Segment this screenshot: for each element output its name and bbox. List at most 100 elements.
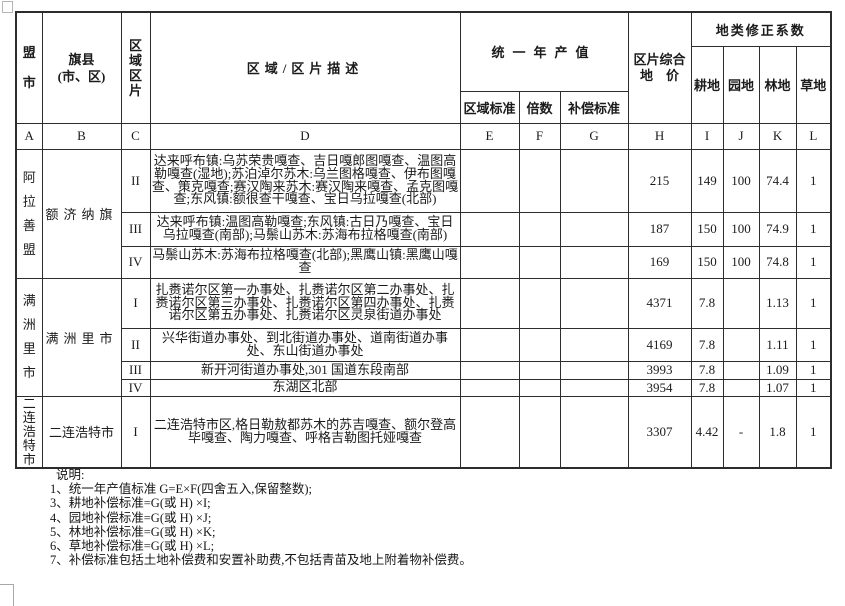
cell-zone-price: 3993: [627, 360, 692, 380]
cell-grassland-coef: 1: [795, 327, 832, 362]
cell-description: 马鬃山苏木:苏海布拉格嘎查(北部);黑鹰山镇:黑鹰山嘎查: [149, 245, 461, 279]
cell-cropland-coef: 150: [690, 245, 724, 279]
land-compensation-table: 盟 市 旗县 (市、区) 区 域 区 片 区域/区片描述 统一年产值 区片综合 …: [15, 11, 833, 469]
cell-regional-standard: [459, 360, 520, 380]
header-regional-standard: 区域标准: [459, 90, 520, 124]
cell-regional-standard: [459, 148, 520, 213]
cell-multiplier: [518, 395, 561, 469]
cell-league-manzhouli: 满 洲 里 市: [15, 277, 43, 397]
col-letter-d: D: [149, 122, 461, 150]
table-row: 满 洲 里 市 满洲里市 I 扎赉诺尔区第一办事处、扎赉诺尔区第二办事处、扎赉诺…: [15, 277, 832, 397]
cell-multiplier: [518, 245, 561, 279]
cell-league-alashan: 阿 拉 善 盟: [15, 148, 43, 279]
cell-description: 达来呼布镇:乌苏荣贵嘎查、吉日嘎郎图嘎查、温图高勒嘎查(湿地);苏泊淖尔苏木:乌…: [149, 148, 461, 213]
col-letter-e: E: [459, 122, 520, 150]
cell-multiplier: [518, 378, 561, 397]
col-letter-i: I: [690, 122, 724, 150]
header-garden-land: 园地: [722, 45, 760, 124]
cell-forest-coef: 74.8: [758, 245, 797, 279]
scan-corner-artifact-bottom: [0, 584, 14, 606]
cell-cropland-coef: 7.8: [690, 327, 724, 362]
col-letter-k: K: [758, 122, 797, 150]
cell-description: 东湖区北部: [149, 378, 461, 397]
header-forest-land: 林地: [758, 45, 797, 124]
cell-cropland-coef: 149: [690, 148, 724, 213]
cell-grassland-coef: 1: [795, 395, 832, 469]
cell-regional-standard: [459, 378, 520, 397]
note-item: 7、补偿标准包括土地补偿费和安置补助费,不包括青苗及地上附着物补偿费。: [50, 553, 472, 568]
header-grassland: 草地: [795, 45, 832, 124]
cell-multiplier: [518, 360, 561, 380]
cell-description: 兴华街道办事处、到北街道办事处、道南街道办事处、东山街道办事处: [149, 327, 461, 362]
header-zone: 区 域 区 片: [120, 11, 151, 124]
cell-grassland-coef: 1: [795, 211, 832, 247]
cell-compensation-standard: [559, 211, 629, 247]
cell-forest-coef: 1.13: [758, 277, 797, 329]
table-row: IV 东湖区北部 3954 7.8 1.07 1: [16, 378, 832, 397]
cell-garden-coef: 100: [722, 245, 760, 279]
cell-description: 扎赉诺尔区第一办事处、扎赉诺尔区第二办事处、扎赉诺尔区第三办事处、扎赉诺尔区第四…: [149, 277, 461, 329]
table-row: 二 连 浩 特 市 二连浩特市 I 二连浩特市区,格日勒敖都苏木的苏吉嘎查、额尔…: [15, 395, 832, 469]
cell-cropland-coef: 7.8: [690, 378, 724, 397]
cell-multiplier: [518, 211, 561, 247]
cell-zone-price: 4371: [627, 277, 692, 329]
cell-multiplier: [518, 277, 561, 329]
scan-corner-artifact-top: [2, 1, 13, 13]
cell-description: 达来呼布镇:温图高勒嘎查;东风镇:古日乃嘎查、宝日乌拉嘎查(南部);马鬃山苏木:…: [149, 211, 461, 247]
table-row: IV 马鬃山苏木:苏海布拉格嘎查(北部);黑鹰山镇:黑鹰山嘎查 169 150 …: [16, 245, 832, 279]
cell-county-manzhouli: 满洲里市: [41, 277, 122, 397]
col-letter-g: G: [559, 122, 629, 150]
cell-compensation-standard: [559, 148, 629, 213]
header-multiplier: 倍数: [518, 90, 561, 124]
cell-regional-standard: [459, 327, 520, 362]
cell-garden-coef: [722, 277, 760, 329]
note-item: 5、林地补偿标准=G(或 H) ×K;: [50, 524, 216, 539]
cell-forest-coef: 1.09: [758, 360, 797, 380]
cell-zone: IV: [120, 378, 151, 397]
cell-zone-price: 215: [627, 148, 692, 213]
header-compensation-standard: 补偿标准: [559, 90, 629, 124]
cell-cropland-coef: 4.42: [690, 395, 724, 469]
cell-grassland-coef: 1: [795, 277, 832, 329]
cell-zone: III: [120, 360, 151, 380]
note-item: 1、统一年产值标准 G=E×F(四舍五入,保留整数);: [50, 482, 313, 497]
cell-cropland-coef: 150: [690, 211, 724, 247]
cell-zone-price: 169: [627, 245, 692, 279]
header-league-city: 盟 市: [15, 11, 43, 124]
table-row: III 新开河街道办事处,301 国道东段南部 3993 7.8 1.09 1: [16, 360, 832, 380]
table-row: III 达来呼布镇:温图高勒嘎查;东风镇:古日乃嘎查、宝日乌拉嘎查(南部);马鬃…: [16, 211, 832, 247]
cell-league-erenhot: 二 连 浩 特 市: [15, 395, 43, 469]
cell-regional-standard: [459, 245, 520, 279]
col-letter-b: B: [41, 122, 122, 150]
cell-cropland-coef: 7.8: [690, 360, 724, 380]
note-item: 6、草地补偿标准=G(或 H) ×L;: [50, 539, 215, 554]
col-letter-j: J: [722, 122, 760, 150]
header-unified-annual-output: 统一年产值: [459, 11, 629, 92]
note-item: 3、耕地补偿标准=G(或 H) ×I;: [50, 496, 211, 511]
cell-zone-price: 4169: [627, 327, 692, 362]
cell-regional-standard: [459, 211, 520, 247]
cell-compensation-standard: [559, 277, 629, 329]
col-letter-h: H: [627, 122, 692, 150]
cell-garden-coef: 100: [722, 148, 760, 213]
cell-compensation-standard: [559, 395, 629, 469]
cell-county-ejin: 额济纳旗: [41, 148, 122, 279]
cell-regional-standard: [459, 395, 520, 469]
cell-forest-coef: 1.8: [758, 395, 797, 469]
cell-regional-standard: [459, 277, 520, 329]
header-land-type-correction: 地类修正系数: [690, 11, 832, 47]
cell-multiplier: [518, 327, 561, 362]
col-letter-a: A: [15, 122, 43, 150]
cell-grassland-coef: 1: [795, 245, 832, 279]
cell-forest-coef: 1.11: [758, 327, 797, 362]
cell-county-erenhot: 二连浩特市: [41, 395, 122, 469]
cell-compensation-standard: [559, 378, 629, 397]
header-zone-comprehensive-price: 区片综合 地 价: [627, 11, 692, 124]
col-letter-f: F: [518, 122, 561, 150]
col-letter-c: C: [120, 122, 151, 150]
cell-multiplier: [518, 148, 561, 213]
cell-zone: I: [120, 395, 151, 469]
cell-grassland-coef: 1: [795, 148, 832, 213]
cell-grassland-coef: 1: [795, 360, 832, 380]
cell-description: 二连浩特市区,格日勒敖都苏木的苏吉嘎查、额尔登高毕嘎查、陶力嘎查、呼格吉勒图托娅…: [149, 395, 461, 469]
